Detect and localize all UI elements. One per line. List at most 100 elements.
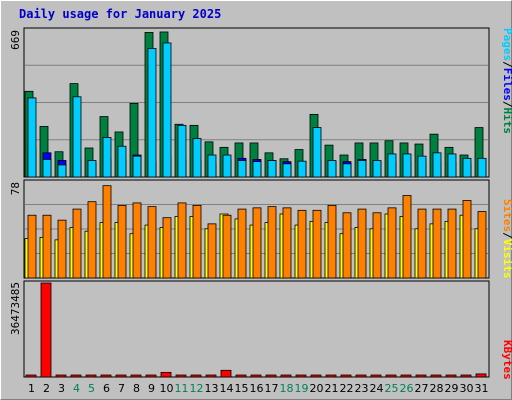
kbytes-bar: [40, 282, 52, 378]
day-label: 26: [400, 382, 414, 395]
pages-bar: [312, 127, 322, 178]
legend-visits: Visits: [501, 239, 512, 279]
kbytes-bar: [430, 374, 442, 378]
sites-bar: [207, 223, 217, 279]
day-label: 30: [460, 382, 474, 395]
pages-bar: [72, 96, 82, 178]
kbytes-bar: [325, 374, 337, 378]
day-label: 20: [310, 382, 324, 395]
pages-bar: [147, 48, 157, 178]
day-label: 25: [385, 382, 399, 395]
day-labels: 1 2 3 4 5 6 7 8 9 10 11 12 13 14 15 16 17 18 19 20 21 22 23 24 2…: [28, 382, 489, 395]
bars: [24, 31, 487, 378]
pages-bar: [387, 153, 397, 178]
day-label: 18: [280, 382, 294, 395]
legend-sites: Sites: [501, 199, 512, 232]
pages-bar: [447, 153, 457, 178]
pages-bar: [237, 160, 247, 178]
sites-bar: [372, 212, 382, 279]
sites-bar: [267, 206, 277, 279]
day-label: 10: [160, 382, 174, 395]
legend-visits-panel: Sites/Visits: [501, 199, 512, 279]
sites-bar: [222, 214, 232, 279]
pages-bar: [132, 155, 142, 178]
day-label: 12: [190, 382, 204, 395]
day-label: 7: [118, 382, 125, 395]
pages-bar: [477, 157, 487, 178]
kbytes-bar: [370, 374, 382, 378]
pages-bar: [162, 42, 172, 178]
sites-bar: [342, 212, 352, 279]
day-label: 5: [88, 382, 95, 395]
kbytes-bar: [385, 374, 397, 378]
pages-bar: [117, 145, 127, 178]
pages-bar: [192, 138, 202, 178]
kbytes-bar: [220, 369, 232, 378]
pages-bar: [327, 160, 337, 178]
day-label: 16: [250, 382, 264, 395]
day-label: 6: [103, 382, 110, 395]
kbytes-bar: [280, 374, 292, 378]
day-label: 15: [235, 382, 249, 395]
day-label: 27: [415, 382, 429, 395]
pages-bar: [432, 152, 442, 178]
sites-bar: [117, 204, 127, 279]
kbytes-bar: [70, 374, 82, 378]
sites-bar: [477, 211, 487, 279]
day-label: 4: [73, 382, 80, 395]
kbytes-bar: [100, 374, 112, 378]
pages-bar: [57, 164, 67, 178]
sites-bar: [417, 208, 427, 279]
panel-frame-3: [23, 280, 490, 378]
sites-bar: [357, 208, 367, 279]
sites-bar: [387, 207, 397, 279]
day-label: 11: [175, 382, 189, 395]
legend-pages: Pages: [501, 28, 512, 61]
kbytes-bar: [115, 374, 127, 378]
legend-files: Files: [501, 68, 512, 101]
pages-bar: [402, 153, 412, 178]
pages-bar: [282, 163, 292, 178]
day-label: 17: [265, 382, 279, 395]
kbytes-bar: [55, 374, 67, 378]
legend-sep-2: /: [501, 101, 512, 108]
sites-bar: [102, 185, 112, 279]
legend-hits: Hits: [501, 108, 512, 135]
kbytes-bar: [340, 374, 352, 378]
day-label: 28: [430, 382, 444, 395]
sites-bar: [252, 207, 262, 279]
pages-bar: [417, 155, 427, 178]
day-label: 21: [325, 382, 339, 395]
day-label: 1: [28, 382, 35, 395]
day-label: 31: [475, 382, 489, 395]
kbytes-bar: [310, 374, 322, 378]
sites-bar: [462, 200, 472, 279]
kbytes-bar: [475, 373, 487, 378]
sites-bar: [402, 195, 412, 279]
kbytes-bar: [415, 374, 427, 378]
day-label: 19: [295, 382, 309, 395]
kbytes-bar: [175, 374, 187, 378]
sites-bar: [162, 217, 172, 279]
pages-bar: [222, 154, 232, 178]
sites-bar: [147, 206, 157, 279]
sites-bar: [132, 202, 142, 279]
legend-kbytes: KBytes: [501, 340, 512, 380]
kbytes-bar: [205, 374, 217, 378]
sites-bar: [237, 208, 247, 279]
pages-bar: [207, 154, 217, 178]
pages-bar: [462, 157, 472, 178]
sites-bar: [327, 204, 337, 279]
sites-bar: [57, 219, 67, 279]
pages-bar: [252, 161, 262, 178]
sites-bar: [432, 208, 442, 279]
sites-bar: [87, 201, 97, 279]
kbytes-bar: [295, 374, 307, 378]
kbytes-bar: [130, 374, 142, 378]
sites-bar: [42, 214, 52, 279]
kbytes-bar: [250, 374, 262, 378]
pages-bar: [42, 159, 52, 178]
sites-bar: [282, 207, 292, 279]
legend-hits-panel: Pages/Files/Hits: [501, 28, 512, 134]
